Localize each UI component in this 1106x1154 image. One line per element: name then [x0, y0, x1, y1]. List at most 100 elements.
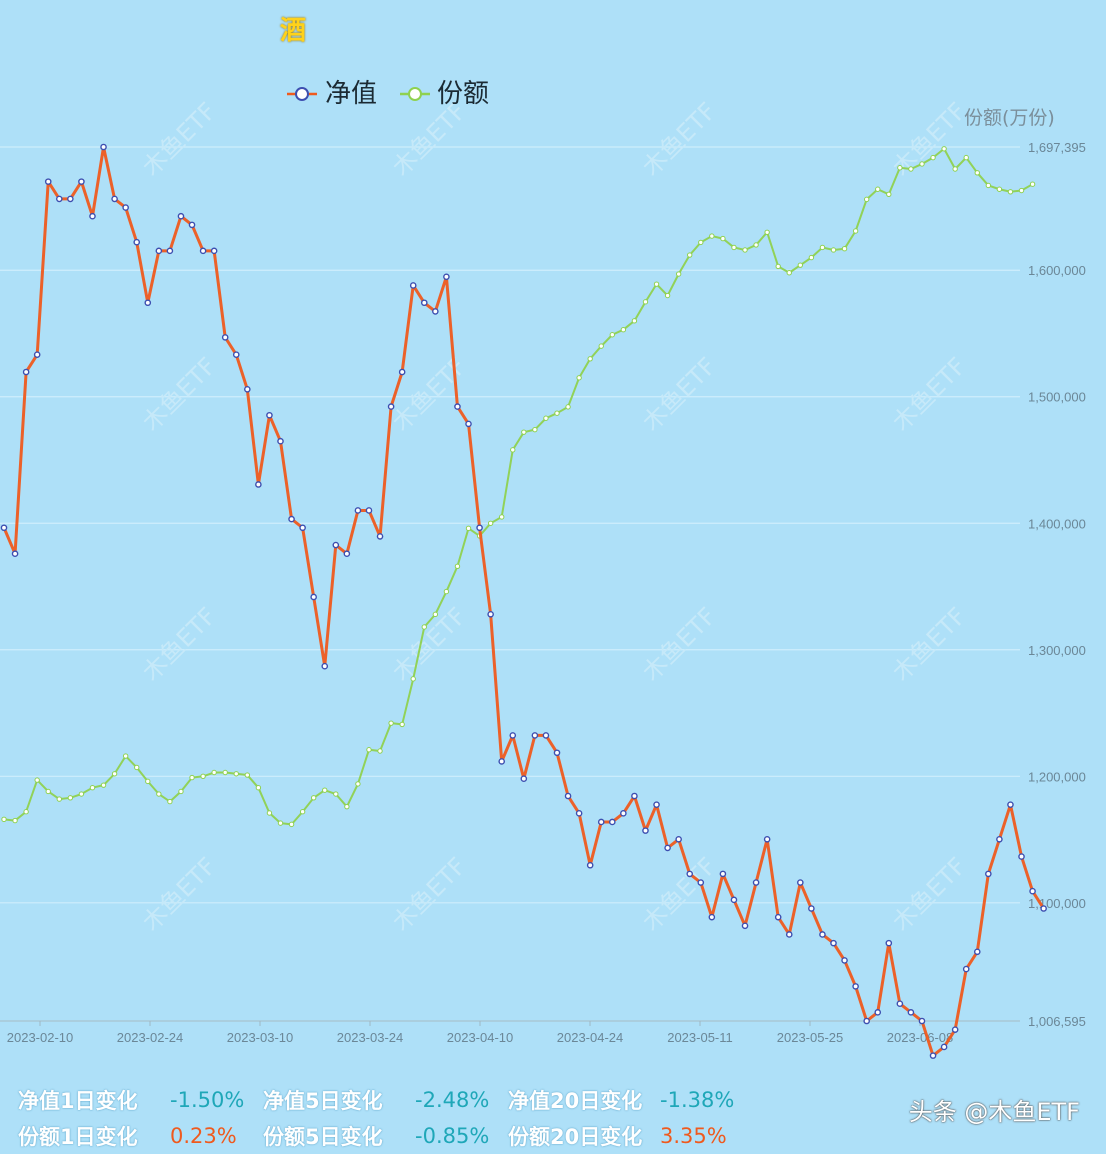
share-point — [698, 239, 704, 246]
share-point — [211, 769, 217, 776]
watermark-text: 木鱼ETF — [887, 852, 972, 937]
share-point — [45, 788, 51, 795]
x-tick-label: 2023-04-24 — [557, 1030, 624, 1045]
net-value-point — [44, 178, 52, 185]
share-point — [941, 146, 947, 152]
net-value-point — [962, 965, 970, 973]
stat-value: 0.23% — [170, 1124, 237, 1148]
share-point — [222, 769, 228, 776]
net-value-point — [609, 818, 616, 826]
share-point — [808, 254, 815, 261]
share-point — [134, 764, 140, 771]
share-point — [388, 720, 394, 726]
net-value-point — [343, 550, 351, 558]
share-point — [178, 788, 184, 795]
share-point — [443, 588, 450, 595]
share-point — [111, 771, 118, 777]
net-value-point — [819, 931, 826, 938]
net-value-point — [697, 879, 705, 886]
share-point — [897, 165, 903, 171]
x-tick-label: 2023-03-24 — [337, 1030, 404, 1045]
stats-row-shares: 份额1日变化 0.23% 份额5日变化 -0.85% 份额20日变化 3.35% — [18, 1118, 818, 1154]
net-value-point — [752, 879, 760, 886]
legend-marker — [295, 87, 309, 101]
net-value-point — [354, 507, 362, 514]
watermark-text: 木鱼ETF — [137, 352, 222, 437]
share-point — [521, 429, 527, 435]
net-value-point — [432, 308, 439, 315]
net-value-point — [420, 299, 428, 307]
x-tick-label: 2023-05-25 — [777, 1030, 844, 1045]
net-value-point — [78, 178, 85, 185]
net-value-point — [763, 835, 771, 843]
watermark-text: 木鱼ETF — [887, 352, 972, 437]
share-point — [399, 721, 405, 728]
share-point — [764, 229, 770, 235]
share-point — [100, 782, 107, 788]
stat-value: 3.35% — [660, 1124, 727, 1148]
share-point — [930, 154, 936, 161]
x-tick-label: 2023-02-24 — [117, 1030, 184, 1045]
net-value-point — [33, 351, 41, 358]
net-value-point — [210, 247, 218, 255]
net-value-point — [597, 818, 605, 826]
share-point — [12, 817, 18, 824]
stat-value: -2.48% — [415, 1088, 490, 1112]
y-tick-label: 1,300,000 — [1028, 643, 1086, 658]
share-point — [908, 166, 914, 172]
net-value-point — [199, 247, 207, 255]
net-value-point — [89, 212, 96, 220]
watermark-text: 木鱼ETF — [637, 602, 722, 687]
watermark-text: 木鱼ETF — [137, 97, 222, 182]
share-point — [344, 803, 350, 810]
share-point — [355, 781, 361, 787]
net-value-point — [509, 732, 517, 739]
share-point — [288, 821, 295, 828]
share-point — [963, 154, 969, 161]
net-value-point — [277, 437, 284, 445]
watermark-text: 木鱼ETF — [387, 852, 472, 937]
net-value-point — [310, 593, 317, 601]
share-point — [1018, 187, 1025, 194]
net-value-point — [575, 810, 583, 817]
net-value-point — [631, 792, 638, 800]
net-value-point — [332, 541, 340, 549]
net-value-point — [376, 533, 384, 540]
net-value-point — [476, 524, 483, 532]
share-point — [454, 563, 461, 569]
legend-label: 净值 — [325, 79, 377, 109]
net-value-point — [321, 662, 329, 670]
stat-value: -0.85% — [415, 1124, 490, 1148]
chart-title: 酒 — [280, 16, 307, 46]
net-value-point — [67, 195, 74, 203]
net-value-point — [586, 861, 594, 869]
share-point — [23, 809, 29, 815]
share-point — [687, 252, 693, 258]
share-point — [753, 242, 759, 248]
y-tick-label: 1,400,000 — [1028, 516, 1086, 531]
share-point — [985, 182, 992, 189]
share-point — [122, 753, 129, 759]
net-value-point — [675, 835, 682, 843]
net-value-point — [409, 282, 417, 289]
net-value-point — [11, 550, 19, 558]
net-value-point — [852, 983, 859, 990]
share-point — [974, 170, 980, 176]
share-point — [532, 426, 538, 433]
share-point — [255, 784, 262, 791]
share-point — [731, 244, 737, 251]
share-point — [266, 810, 273, 816]
share-point — [797, 262, 804, 268]
share-point — [487, 520, 494, 526]
share-point — [322, 787, 328, 793]
net-value-point — [642, 827, 649, 834]
x-tick-label: 2023-03-10 — [227, 1030, 294, 1045]
share-point — [819, 244, 826, 251]
stat-label: 净值1日变化 — [18, 1089, 138, 1113]
share-point — [277, 820, 284, 826]
y-tick-label: 1,600,000 — [1028, 263, 1086, 278]
stat-item: 份额5日变化 -0.85% — [263, 1121, 508, 1151]
net-value-point — [907, 1009, 915, 1016]
watermark-text: 木鱼ETF — [137, 602, 222, 687]
share-point — [1007, 189, 1014, 195]
